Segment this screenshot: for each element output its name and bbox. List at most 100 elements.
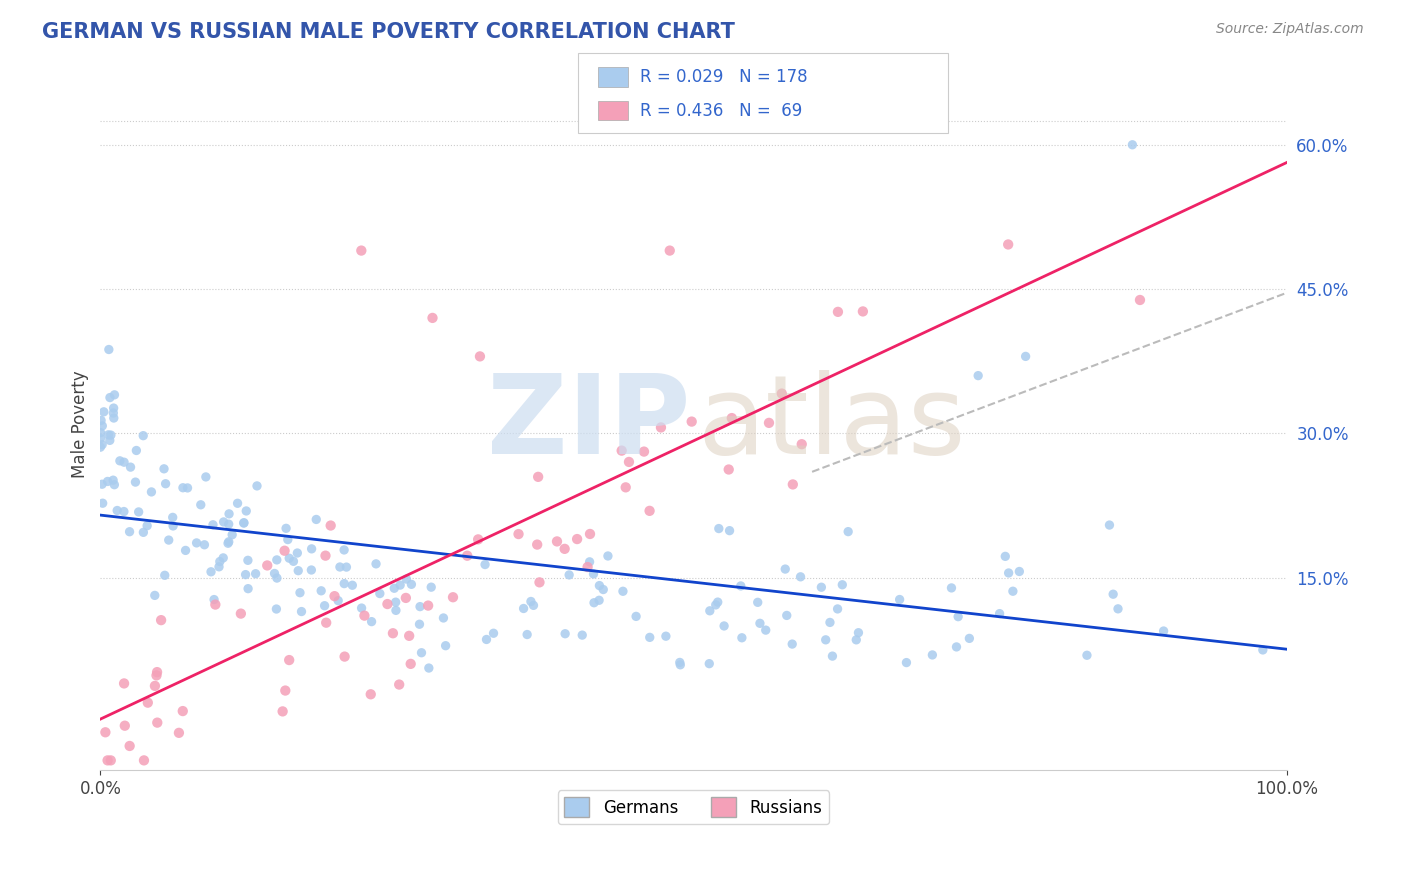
Point [782, 477, 804, 491]
Point [997, 566, 1019, 580]
Point [988, 607, 1011, 621]
Point [617, 455, 640, 469]
Point [845, 632, 868, 647]
Point [208, 555, 231, 569]
Point [290, 605, 312, 619]
Point [468, 350, 491, 364]
Point [422, 310, 444, 325]
Point [398, 629, 420, 643]
Point [957, 632, 980, 646]
Point [157, 533, 180, 547]
Point [277, 533, 299, 547]
Point [287, 564, 309, 578]
Point [789, 570, 811, 584]
Point [633, 444, 655, 458]
Point [266, 553, 288, 567]
Point [1121, 137, 1143, 152]
Point [353, 608, 375, 623]
Point [997, 237, 1019, 252]
Point [655, 629, 678, 643]
Point [520, 594, 543, 608]
Point [614, 480, 637, 494]
Point [112, 504, 135, 518]
Point [118, 524, 141, 539]
Point [172, 704, 194, 718]
Point [582, 566, 605, 581]
Point [91, 496, 114, 510]
Point [266, 602, 288, 616]
Point [385, 603, 408, 617]
Point [360, 615, 382, 629]
Point [821, 649, 844, 664]
Point [571, 628, 593, 642]
Point [103, 477, 125, 491]
Point [212, 515, 235, 529]
Point [112, 676, 135, 690]
Point [384, 595, 406, 609]
Point [212, 550, 235, 565]
Point [315, 615, 337, 630]
Point [236, 582, 259, 596]
Point [145, 668, 167, 682]
Point [368, 586, 391, 600]
Point [235, 504, 257, 518]
Point [588, 593, 610, 607]
Point [193, 538, 215, 552]
Point [266, 571, 288, 585]
Point [101, 473, 124, 487]
Point [827, 602, 849, 616]
Point [967, 368, 990, 383]
Point [565, 532, 588, 546]
Point [697, 657, 720, 671]
Point [474, 558, 496, 572]
Point [790, 437, 813, 451]
Point [232, 516, 254, 530]
Point [638, 504, 661, 518]
Point [730, 579, 752, 593]
Y-axis label: Male Poverty: Male Poverty [72, 370, 89, 477]
Point [612, 584, 634, 599]
Point [508, 527, 530, 541]
Text: R = 0.436   N =  69: R = 0.436 N = 69 [640, 102, 801, 120]
Point [579, 527, 602, 541]
Point [218, 517, 240, 532]
Point [201, 517, 224, 532]
Point [162, 519, 184, 533]
Text: Source: ZipAtlas.com: Source: ZipAtlas.com [1216, 22, 1364, 37]
Point [114, 719, 136, 733]
Point [246, 479, 269, 493]
Point [814, 632, 837, 647]
Point [319, 518, 342, 533]
Point [388, 677, 411, 691]
Point [124, 475, 146, 489]
Point [411, 646, 433, 660]
Point [333, 649, 356, 664]
Point [1107, 602, 1129, 616]
Point [755, 623, 778, 637]
Point [143, 588, 166, 602]
Point [529, 575, 551, 590]
Point [475, 632, 498, 647]
Point [747, 595, 769, 609]
Point [100, 753, 122, 767]
Point [174, 543, 197, 558]
Point [1076, 648, 1098, 663]
Point [301, 541, 323, 556]
Point [112, 455, 135, 469]
Point [512, 601, 534, 615]
Point [706, 595, 728, 609]
Point [328, 593, 350, 607]
Point [945, 640, 967, 654]
Point [399, 657, 422, 671]
Point [748, 616, 770, 631]
Point [681, 415, 703, 429]
Point [271, 705, 294, 719]
Point [592, 582, 614, 597]
Point [554, 541, 576, 556]
Text: GERMAN VS RUSSIAN MALE POVERTY CORRELATION CHART: GERMAN VS RUSSIAN MALE POVERTY CORRELATI… [42, 22, 735, 42]
Point [202, 592, 225, 607]
Point [770, 386, 793, 401]
Point [1008, 565, 1031, 579]
Point [190, 498, 212, 512]
Point [395, 591, 418, 605]
